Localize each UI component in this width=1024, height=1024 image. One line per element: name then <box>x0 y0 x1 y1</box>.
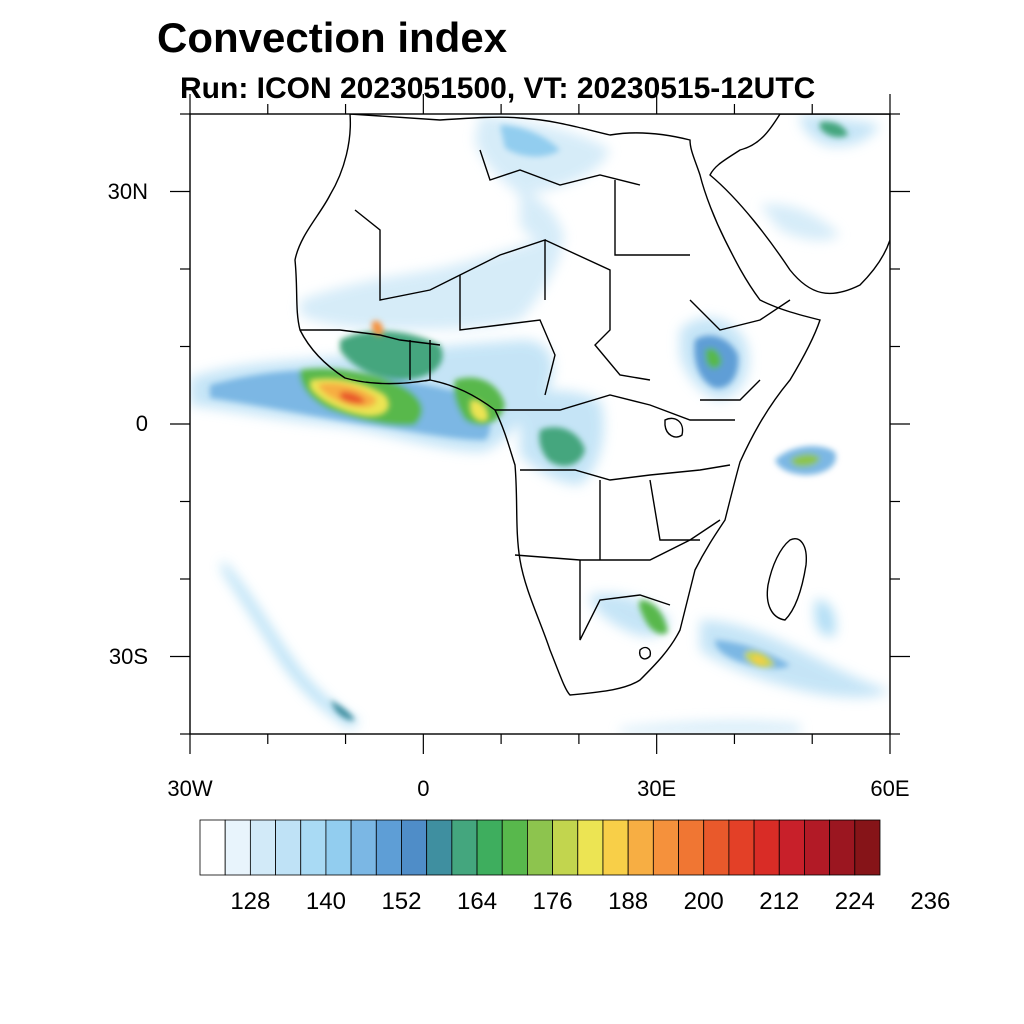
colorbar-swatch <box>703 819 730 876</box>
colorbar-label: 188 <box>608 888 649 915</box>
atlantic-band-green <box>330 700 355 721</box>
colorbar-swatch <box>527 819 553 876</box>
central-africa-green <box>539 427 585 466</box>
border-10 <box>649 479 700 541</box>
mozambique-yellow <box>752 655 768 665</box>
colorbar-swatch <box>678 819 705 876</box>
cameroon-yellow <box>470 399 489 422</box>
colorbar-swatch <box>249 819 276 876</box>
border-13 <box>300 329 441 346</box>
axis-ticks <box>170 94 910 754</box>
colorbar-swatch <box>199 819 226 876</box>
border-12 <box>700 379 761 401</box>
colorbar-swatch <box>829 819 856 876</box>
west-africa-outer <box>300 235 562 330</box>
north-sahara-mid <box>500 125 560 157</box>
lat-tick-label: 30S <box>108 643 148 669</box>
west-africa-green <box>340 330 443 380</box>
africa-coastline <box>294 114 821 696</box>
border-1 <box>354 209 546 301</box>
colorbar-label: 176 <box>532 888 573 915</box>
colorbar-swatch <box>652 819 679 876</box>
colorbar-swatch <box>224 819 251 876</box>
colorbar-swatch <box>401 819 428 876</box>
colorbar-swatch <box>350 819 377 876</box>
lake-victoria <box>664 417 684 438</box>
border-3 <box>544 239 651 381</box>
arabia-outer <box>760 204 840 241</box>
colorbar-label: 200 <box>683 888 724 915</box>
border-4 <box>614 180 690 256</box>
south-of-madagascar <box>815 599 836 637</box>
libya-streak-outer <box>520 190 565 245</box>
colorbar-swatch <box>627 819 654 876</box>
guinea-red <box>340 391 366 404</box>
border-7 <box>514 519 721 561</box>
colorbar-label: 164 <box>457 888 498 915</box>
chart-subtitle: Run: ICON 2023051500, VT: 20230515-12UTC <box>180 72 816 105</box>
mozambique-channel-outer <box>700 620 890 698</box>
colorbar-swatch <box>451 819 478 876</box>
colorbar-label: 152 <box>381 888 422 915</box>
indian-ocean-cell-core <box>790 453 820 467</box>
south-africa-green <box>639 600 668 635</box>
border-2 <box>459 275 556 396</box>
colorbar-swatch <box>728 819 755 876</box>
border-5 <box>495 394 735 421</box>
colorbar-label: 140 <box>305 888 346 915</box>
lon-tick-label: 30E <box>637 776 677 801</box>
ne-corner-green <box>820 121 848 138</box>
arabia-coastline <box>709 114 890 295</box>
colorbar-label: 212 <box>759 888 800 915</box>
border-14 <box>409 340 431 380</box>
colorbar-swatch <box>552 819 579 876</box>
border-11 <box>689 299 791 331</box>
border-16 <box>638 646 652 660</box>
border-6 <box>520 464 731 481</box>
colorbar-swatch <box>426 819 453 876</box>
colorbar-swatch <box>501 819 528 876</box>
colorbar-swatch <box>300 819 327 876</box>
colorbar-swatch <box>476 819 503 876</box>
colorbar-swatch <box>804 819 831 876</box>
nigeria-cameroon-green <box>453 377 505 425</box>
colorbar-swatch <box>854 819 881 876</box>
colorbar-swatch <box>602 819 629 876</box>
chart-title: Convection index <box>157 14 508 61</box>
lat-tick-label: 30N <box>107 178 148 204</box>
coastlines-and-borders <box>294 114 890 696</box>
lat-tick-label: 0 <box>135 411 148 436</box>
colorbar-swatch <box>275 819 302 876</box>
colorbar <box>199 819 881 876</box>
colorbar-label: 224 <box>834 888 875 915</box>
lon-tick-label: 30W <box>167 776 213 801</box>
colorbar-label: 236 <box>910 888 951 915</box>
southern-ocean-band <box>620 721 800 734</box>
colorbar-label: 128 <box>230 888 271 915</box>
west-africa-orange <box>372 320 384 336</box>
border-15 <box>479 149 641 186</box>
colorbar-swatch <box>778 819 805 876</box>
ethiopia-green <box>705 348 722 369</box>
colorbar-swatch <box>325 819 352 876</box>
lon-tick-label: 0 <box>417 776 430 801</box>
madagascar <box>766 538 807 621</box>
south-atlantic-band <box>222 560 360 728</box>
colorbar-swatch <box>753 819 780 876</box>
border-8 <box>579 560 671 641</box>
colorbar-swatch <box>375 819 402 876</box>
convection-field <box>190 114 890 734</box>
lon-tick-label: 60E <box>870 776 910 801</box>
colorbar-swatch <box>577 819 604 876</box>
